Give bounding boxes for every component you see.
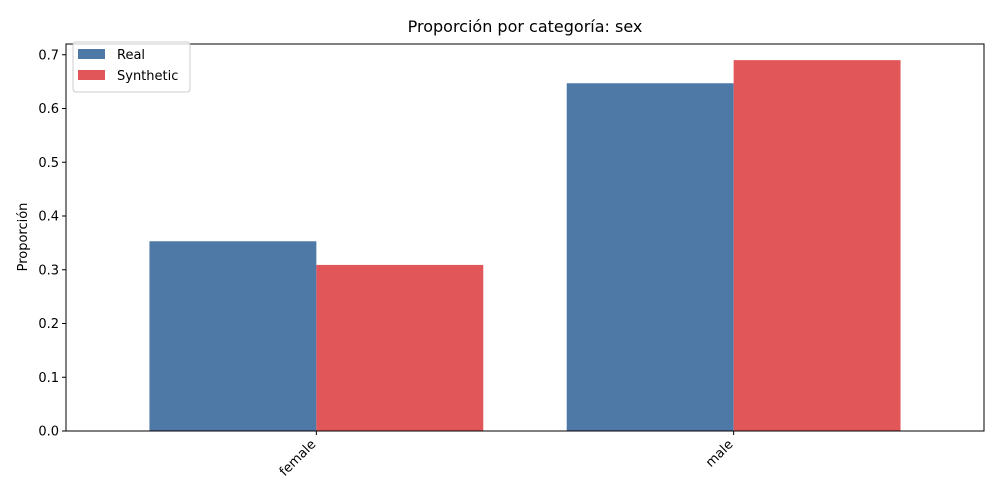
legend-label-synthetic: Synthetic	[117, 69, 178, 84]
legend-label-real: Real	[117, 48, 145, 63]
legend-swatch-real	[78, 49, 105, 59]
y-tick-label: 0.7	[38, 48, 59, 63]
bar-synthetic-female	[316, 264, 484, 431]
y-tick-label: 0.0	[38, 425, 59, 440]
y-tick-label: 0.3	[38, 263, 59, 278]
bar-real-female	[149, 241, 317, 431]
y-axis: 0.0 0.1 0.2 0.3 0.4 0.5 0.6 0.7	[38, 48, 66, 440]
y-tick-label: 0.4	[38, 210, 59, 225]
x-tick-label: male	[703, 437, 736, 470]
y-tick-label: 0.1	[38, 371, 59, 386]
chart-title: Proporción por categoría: sex	[408, 17, 643, 36]
y-tick-label: 0.2	[38, 317, 59, 332]
bar-real-male	[566, 83, 734, 432]
bars-layer	[149, 60, 901, 432]
legend-swatch-synthetic	[78, 70, 105, 80]
y-tick-label: 0.5	[38, 156, 59, 171]
plot-frame	[65, 43, 985, 432]
bar-synthetic-male	[733, 60, 901, 431]
x-axis: female male	[277, 431, 736, 480]
x-tick-label: female	[277, 437, 319, 479]
y-tick-label: 0.6	[38, 102, 59, 117]
y-axis-label: Proporción	[16, 203, 31, 272]
legend: Real Synthetic	[72, 41, 191, 93]
